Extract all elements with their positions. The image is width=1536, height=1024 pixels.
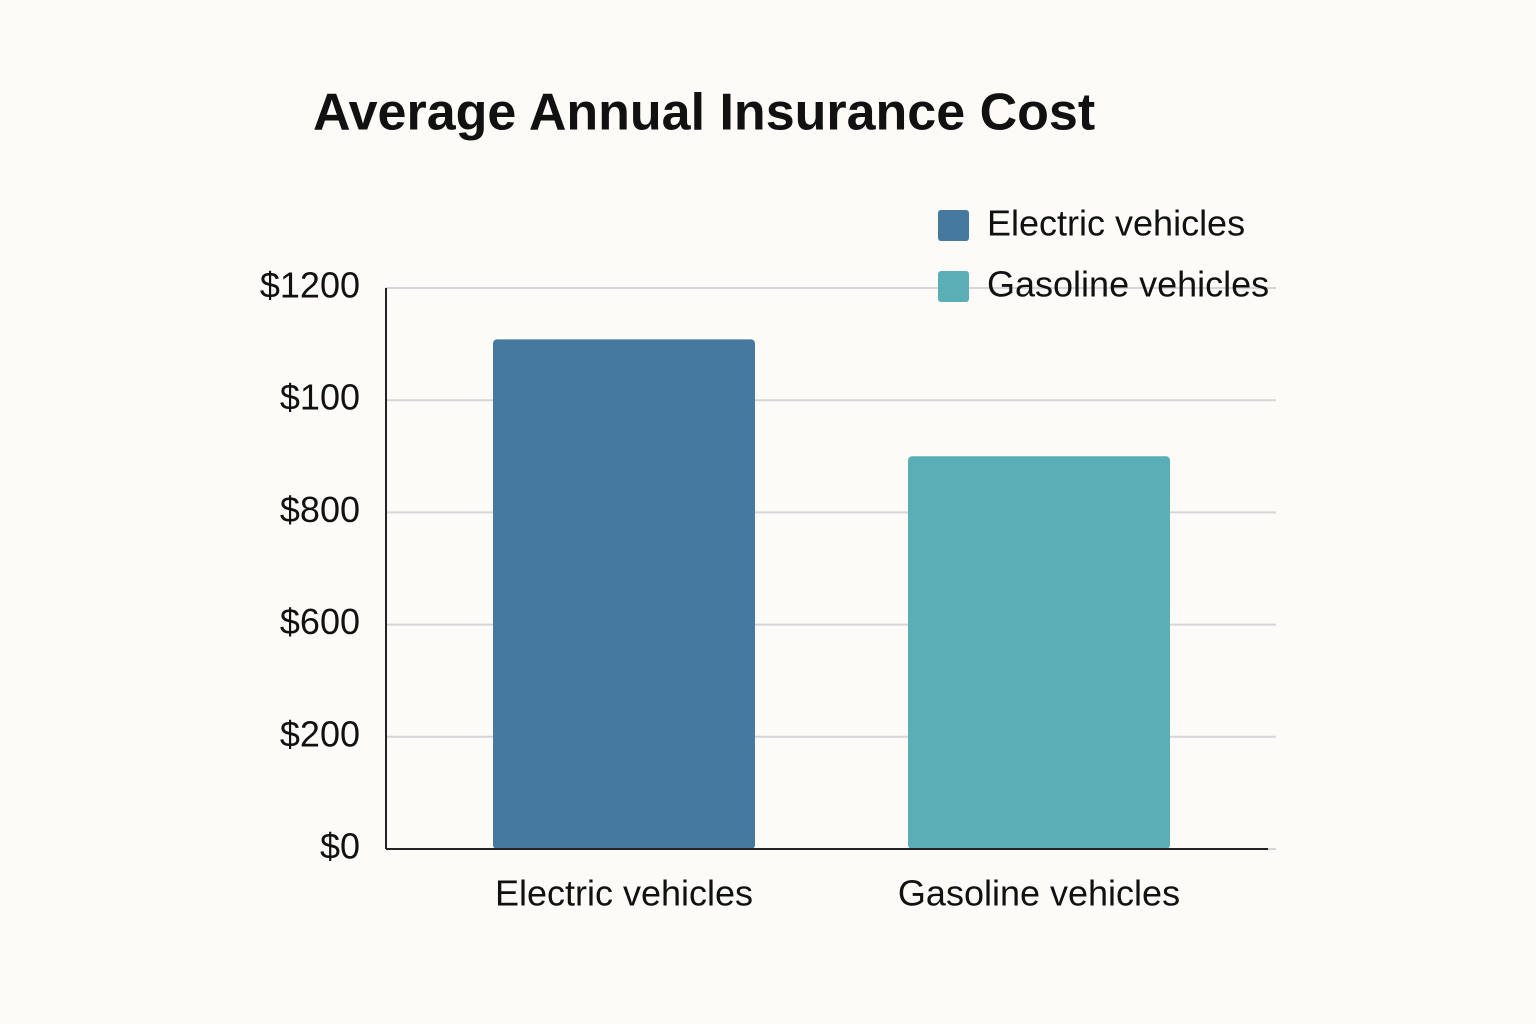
bar: [493, 339, 755, 849]
chart-title: Average Annual Insurance Cost: [313, 84, 1095, 142]
y-tick-label: $0: [320, 826, 360, 867]
legend-swatch: [938, 210, 969, 241]
y-tick-label: $200: [280, 713, 360, 754]
bar: [908, 456, 1170, 849]
y-tick-label: $800: [280, 489, 360, 530]
y-tick-label: $1200: [260, 265, 360, 306]
legend-label: Gasoline vehicles: [987, 264, 1269, 305]
legend-swatch: [938, 271, 969, 302]
x-tick-label: Gasoline vehicles: [898, 873, 1180, 914]
y-tick-label: $600: [280, 601, 360, 642]
legend-label: Electric vehicles: [987, 203, 1245, 244]
x-tick-label: Electric vehicles: [495, 873, 753, 914]
y-tick-label: $100: [280, 377, 360, 418]
